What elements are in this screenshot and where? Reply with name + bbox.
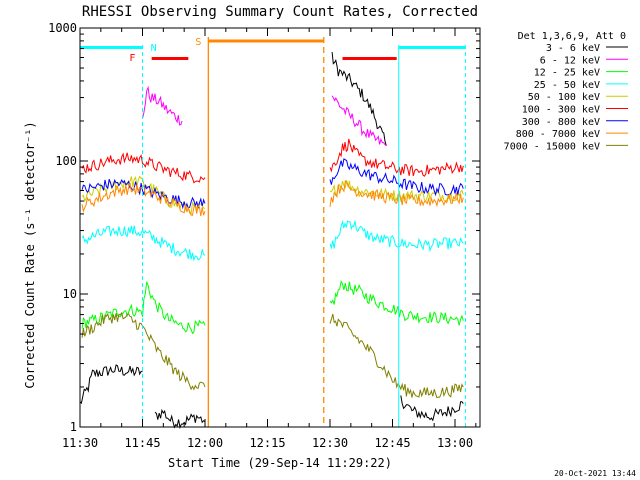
x-tick-label-1: 11:45 [124, 436, 160, 450]
legend-label-0: 3 - 6 keV [546, 43, 600, 54]
y-tick-label-2: 100 [55, 154, 77, 168]
legend-header: Det 1,3,6,9, Att 0 [518, 31, 626, 42]
legend-label-2: 12 - 25 keV [534, 68, 600, 79]
series-line-7-segment-0 [81, 182, 206, 217]
series-line-3-segment-0 [81, 225, 206, 262]
x-axis-label: Start Time (29-Sep-14 11:29:22) [168, 456, 392, 470]
x-tick-label-4: 12:30 [312, 436, 348, 450]
y-tick-label-0: 1 [70, 420, 77, 434]
series-line-2-segment-1 [329, 279, 464, 326]
series-line-1-segment-1 [331, 95, 387, 147]
night-label: N [151, 43, 157, 54]
x-tick-label-3: 12:15 [249, 436, 285, 450]
legend-label-8: 7000 - 15000 keV [504, 141, 600, 152]
series-line-8-segment-1 [329, 313, 464, 399]
series-line-1-segment-0 [142, 85, 183, 126]
series-line-2-segment-0 [81, 281, 206, 335]
y-tick-label-1: 10 [63, 287, 77, 301]
x-tick-label-2: 12:00 [187, 436, 223, 450]
x-tick-label-5: 12:45 [374, 436, 410, 450]
y-axis-label: Corrected Count Rate (s⁻¹ detector⁻¹) [23, 121, 37, 388]
plot-frame [79, 27, 481, 428]
legend-label-4: 50 - 100 keV [528, 92, 600, 103]
legend-label-1: 6 - 12 keV [540, 55, 600, 66]
saa-label: S [195, 37, 201, 48]
x-tick-label-0: 11:30 [62, 436, 98, 450]
x-tick-label-6: 13:00 [437, 436, 473, 450]
series-line-8-segment-0 [81, 311, 206, 391]
series-line-6-segment-0 [81, 178, 206, 210]
series-line-5-segment-1 [329, 138, 464, 177]
chart-title: RHESSI Observing Summary Count Rates, Co… [82, 4, 478, 20]
series-line-0-segment-3 [400, 395, 464, 422]
legend-label-5: 100 - 300 keV [522, 105, 600, 116]
timestamp: 20-Oct-2021 13:44 [554, 469, 636, 478]
y-tick-label-3: 1000 [48, 21, 77, 35]
series-line-7-segment-1 [329, 179, 464, 208]
series-line-0-segment-0 [79, 364, 143, 405]
series-line-3-segment-1 [329, 219, 464, 253]
legend-label-6: 300 - 800 keV [522, 117, 600, 128]
series-line-6-segment-1 [329, 158, 464, 197]
legend-label-7: 800 - 7000 keV [516, 129, 600, 140]
series-line-0-segment-2 [331, 52, 387, 146]
axes-group: 11:30 11:45 12:00 12:15 12:30 12:45 13:00 1 10 10… [48, 21, 480, 450]
flare-label: F [129, 53, 135, 64]
series-line-4-segment-1 [329, 180, 464, 203]
series-line-5-segment-0 [81, 152, 206, 184]
series-group [79, 52, 464, 430]
legend-label-3: 25 - 50 keV [534, 80, 600, 91]
